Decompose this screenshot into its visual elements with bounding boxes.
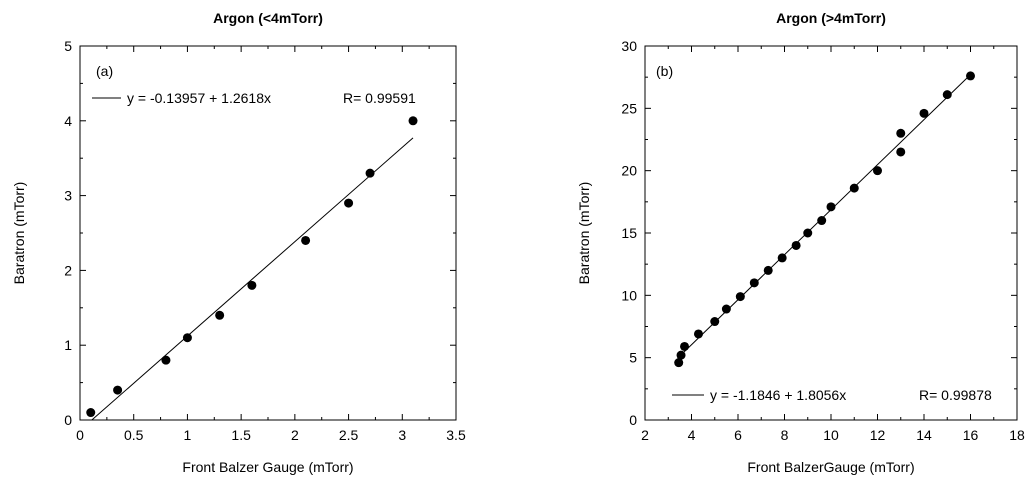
data-point bbox=[749, 278, 759, 288]
y-axis-label: Baratron (mTorr) bbox=[11, 182, 27, 285]
chart-panel-b: Argon (>4mTorr) 2 4 6 8 10 12 14 16 18 0 5 10 15 20 25 3… bbox=[576, 10, 1025, 475]
x-tick-label: 2 bbox=[641, 427, 649, 443]
data-point bbox=[365, 168, 375, 178]
data-point bbox=[919, 108, 929, 118]
y-tick-label: 10 bbox=[621, 287, 637, 303]
y-tick-label: 3 bbox=[64, 188, 72, 204]
data-point bbox=[826, 202, 836, 212]
y-tick-label: 15 bbox=[621, 225, 637, 241]
x-tick-label: 3.5 bbox=[446, 427, 466, 443]
data-point bbox=[408, 116, 418, 126]
x-tick-label: 16 bbox=[963, 427, 979, 443]
data-point bbox=[693, 329, 703, 339]
data-point bbox=[849, 183, 859, 193]
y-axis-label: Baratron (mTorr) bbox=[576, 182, 592, 285]
data-point bbox=[896, 128, 906, 138]
fit-r-value: R= 0.99878 bbox=[919, 387, 992, 403]
y-tick-label: 2 bbox=[64, 262, 72, 278]
data-point bbox=[680, 341, 690, 351]
data-point bbox=[873, 166, 882, 176]
data-point bbox=[817, 216, 827, 226]
data-point bbox=[301, 235, 311, 245]
data-point bbox=[721, 304, 731, 314]
x-tick-label: 6 bbox=[734, 427, 742, 443]
x-tick-label: 4 bbox=[688, 427, 696, 443]
plot-frame bbox=[644, 45, 1018, 421]
y-tick-label: 20 bbox=[621, 163, 637, 179]
chart-title: Argon (>4mTorr) bbox=[776, 10, 886, 26]
x-tick-label: 8 bbox=[781, 427, 789, 443]
chart-title: Argon (<4mTorr) bbox=[213, 10, 323, 26]
data-point bbox=[710, 317, 720, 327]
fit-equation: y = -0.13957 + 1.2618x bbox=[127, 90, 271, 106]
data-point bbox=[791, 240, 801, 250]
data-point bbox=[896, 147, 906, 157]
data-point bbox=[182, 333, 192, 343]
x-tick-label: 0 bbox=[76, 427, 84, 443]
data-point bbox=[966, 71, 975, 81]
x-tick-label: 1.5 bbox=[231, 427, 251, 443]
fit-equation: y = -1.1846 + 1.8056x bbox=[710, 387, 846, 403]
y-tick-label: 5 bbox=[64, 38, 72, 54]
y-tick-label: 30 bbox=[621, 38, 637, 54]
data-point bbox=[161, 355, 171, 365]
data-point bbox=[247, 280, 257, 290]
x-tick-label: 3 bbox=[398, 427, 406, 443]
x-tick-label: 18 bbox=[1009, 427, 1025, 443]
y-tick-label: 4 bbox=[64, 113, 72, 129]
x-tick-label: 10 bbox=[823, 427, 839, 443]
panel-label: (a) bbox=[96, 63, 113, 79]
data-point bbox=[676, 350, 686, 360]
x-tick-label: 12 bbox=[870, 427, 886, 443]
x-tick-label: 2 bbox=[291, 427, 299, 443]
x-axis-label: Front BalzerGauge (mTorr) bbox=[747, 459, 914, 475]
x-tick-label: 14 bbox=[916, 427, 932, 443]
data-point bbox=[735, 292, 745, 302]
panel-label: (b) bbox=[656, 63, 673, 79]
data-point bbox=[763, 265, 773, 275]
data-point bbox=[113, 385, 123, 395]
x-axis-label: Front Balzer Gauge (mTorr) bbox=[182, 459, 353, 475]
data-point bbox=[803, 228, 813, 238]
y-tick-label: 25 bbox=[621, 100, 637, 116]
x-tick-label: 1 bbox=[184, 427, 192, 443]
data-point bbox=[344, 198, 354, 208]
data-point bbox=[674, 358, 684, 368]
y-tick-label: 0 bbox=[64, 412, 72, 428]
data-point bbox=[86, 408, 96, 418]
y-tick-label: 0 bbox=[629, 412, 637, 428]
chart-panel-a: Argon (<4mTorr) 0 0.5 1 1.5 2 2.5 3 3.5 0 1 2 3 4 5 Fro… bbox=[11, 10, 466, 475]
fit-r-value: R= 0.99591 bbox=[343, 90, 416, 106]
fit-line bbox=[677, 74, 971, 359]
x-tick-label: 2.5 bbox=[339, 427, 359, 443]
data-point bbox=[942, 90, 952, 100]
data-point bbox=[777, 253, 787, 263]
x-tick-label: 0.5 bbox=[124, 427, 144, 443]
y-tick-label: 1 bbox=[64, 337, 72, 353]
y-tick-label: 5 bbox=[629, 350, 637, 366]
fit-line bbox=[91, 137, 414, 421]
data-point bbox=[215, 310, 225, 320]
